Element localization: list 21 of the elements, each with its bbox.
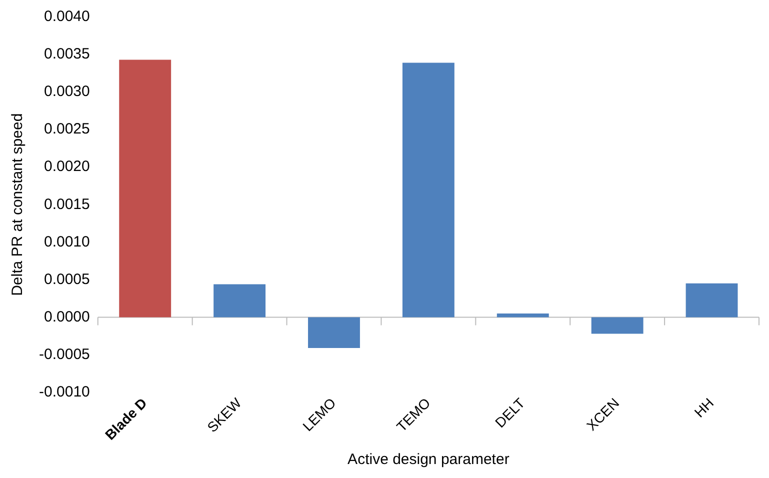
y-tick-label: 0.0040 xyxy=(44,8,90,26)
y-tick-label: 0.0015 xyxy=(44,196,90,213)
y-tick-label: 0.0030 xyxy=(44,83,90,100)
y-tick-label: 0.0000 xyxy=(44,308,90,326)
y-tick-label: 0.0020 xyxy=(44,158,90,176)
bar xyxy=(214,284,266,318)
bar xyxy=(308,317,360,348)
y-tick-label: 0.0005 xyxy=(44,270,90,288)
bar xyxy=(119,60,172,318)
bar xyxy=(591,317,644,334)
y-tick-label: 0.0035 xyxy=(44,46,90,63)
bar xyxy=(496,313,549,318)
y-tick-label: 0.0010 xyxy=(44,233,90,250)
x-axis-title: Active design parameter xyxy=(348,451,510,468)
bar xyxy=(402,62,454,318)
y-tick-label: 0.0025 xyxy=(44,120,90,138)
y-tick-label: -0.0010 xyxy=(39,383,90,400)
x-tick-label: HH xyxy=(691,394,717,420)
y-axis-title: Delta PR at constant speed xyxy=(9,113,26,296)
bar xyxy=(686,283,738,318)
y-tick-label: -0.0005 xyxy=(39,346,90,363)
